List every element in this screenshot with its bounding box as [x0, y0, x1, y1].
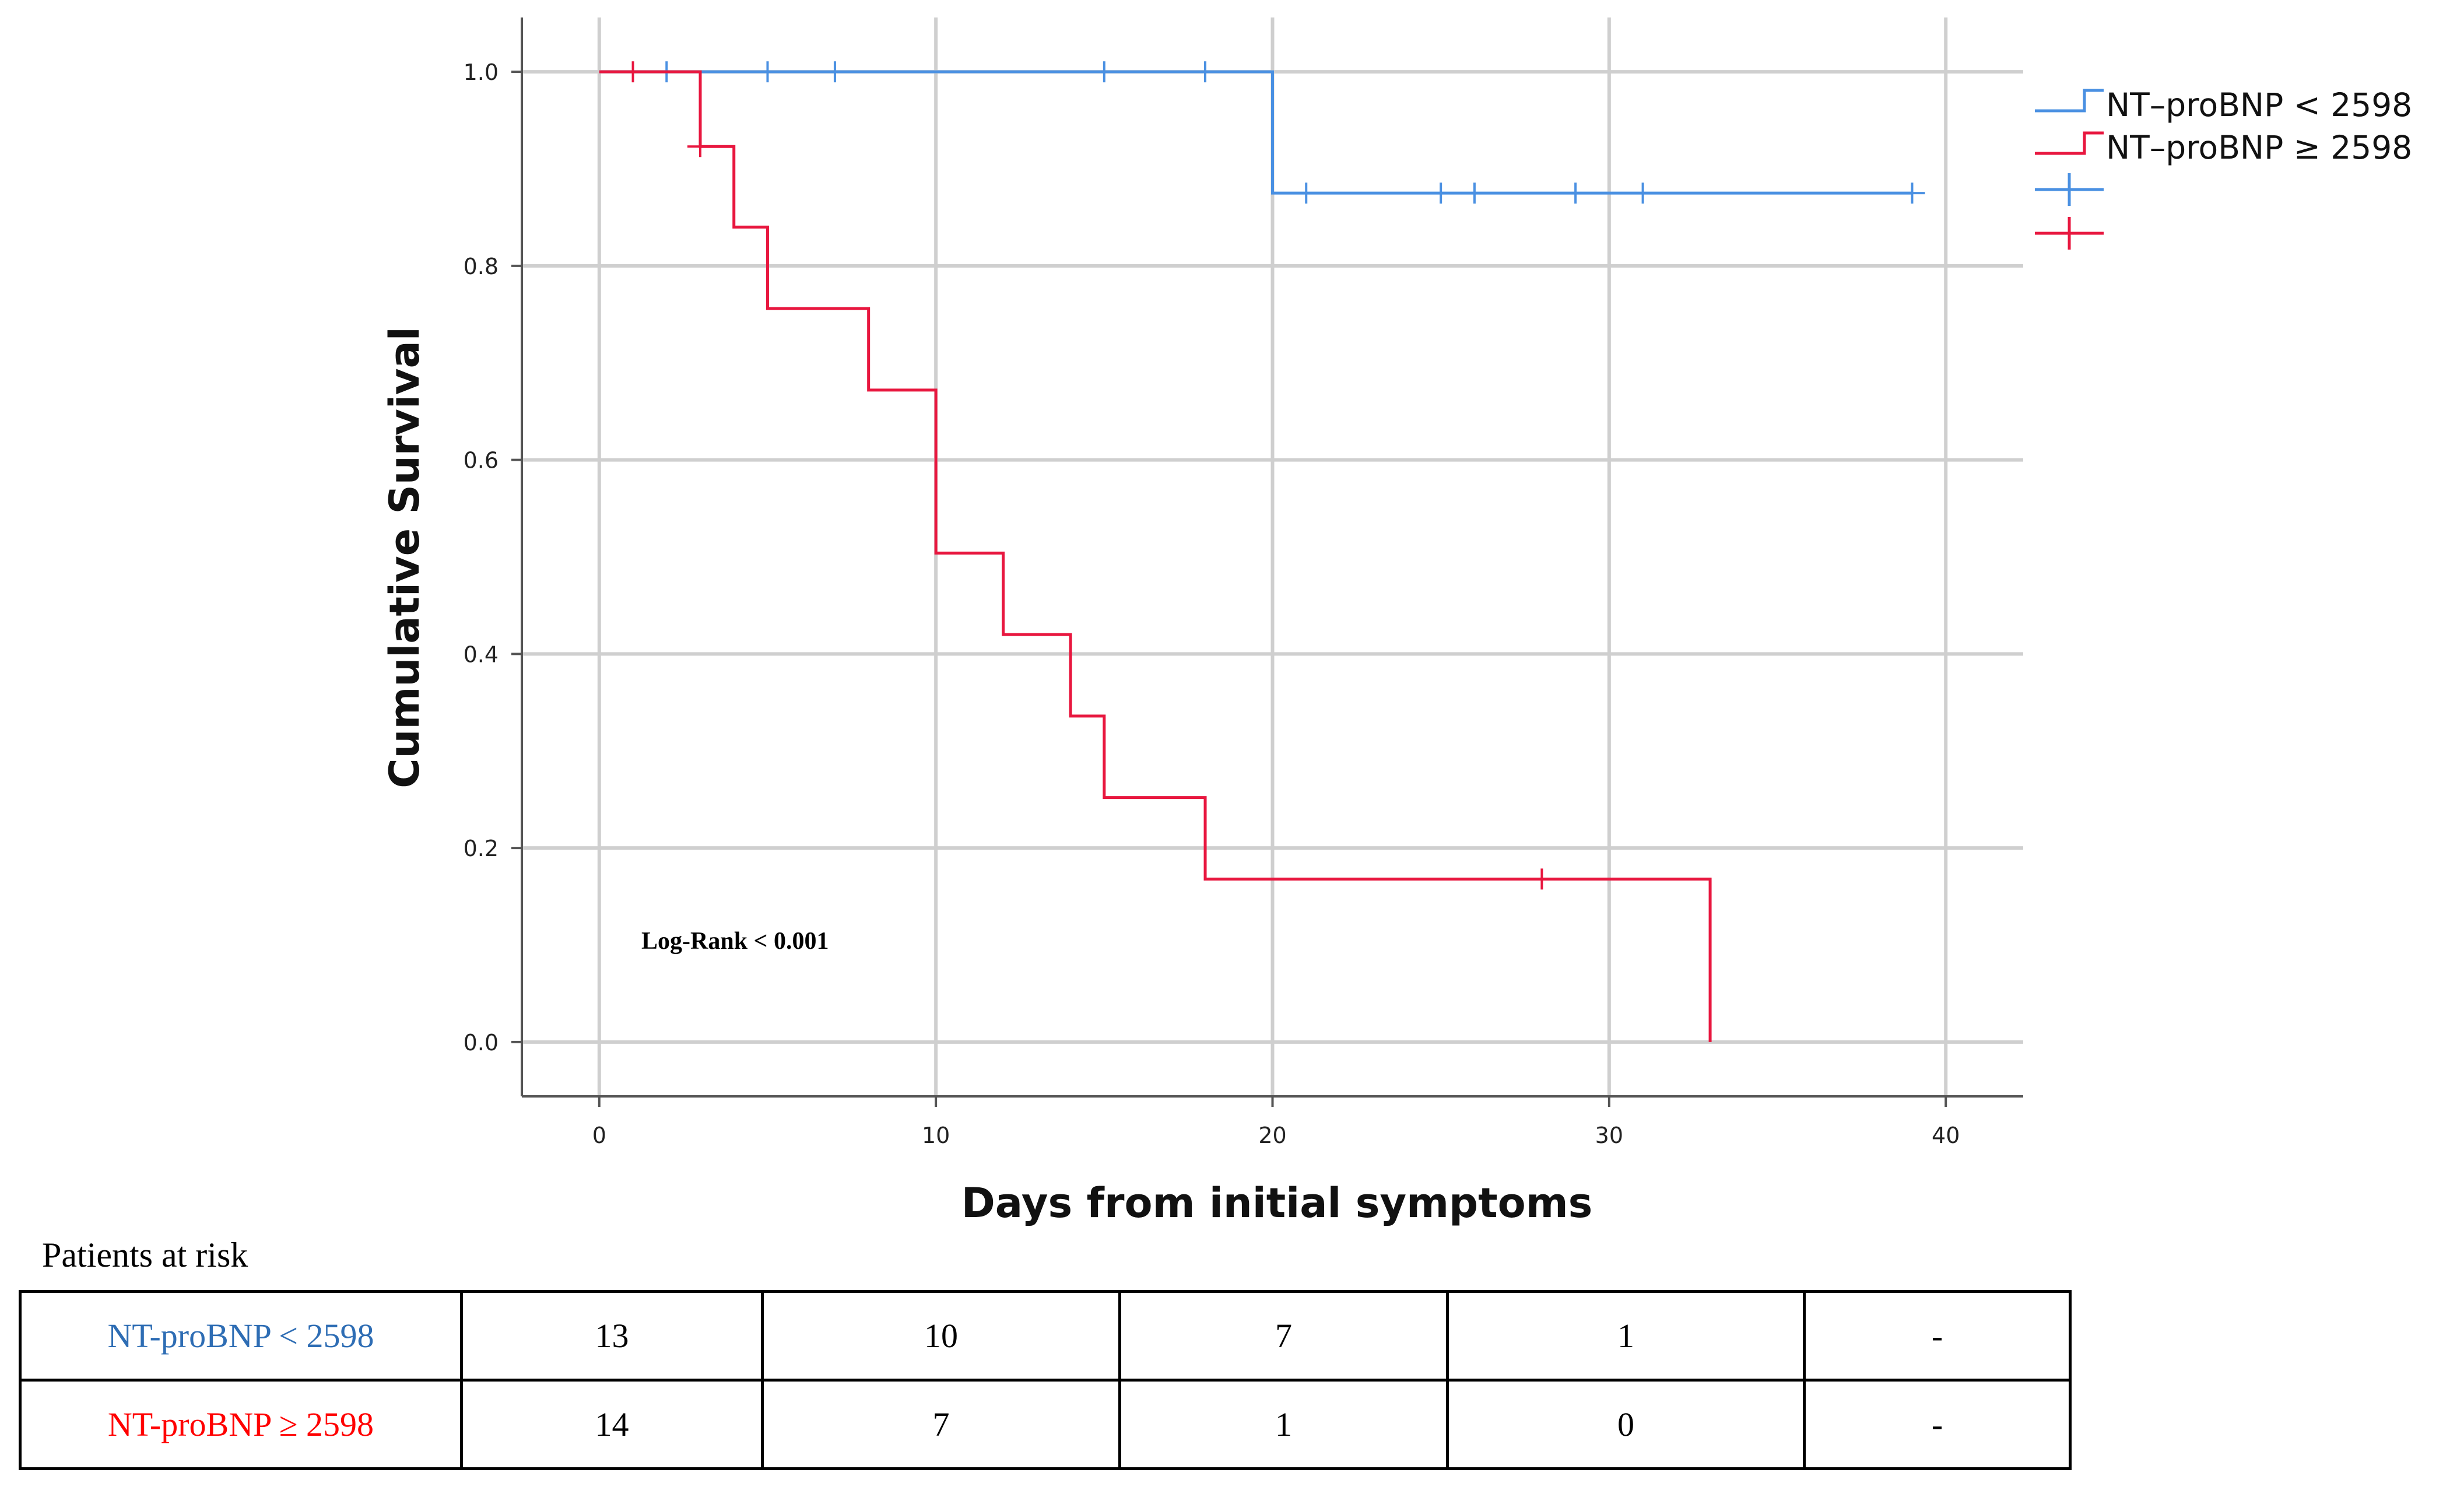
- y-tick-label: 0.8: [464, 254, 499, 279]
- risk-row-low: NT-proBNP < 2598 13 10 7 1 -: [19, 1290, 2072, 1382]
- x-tick-label: 20: [1258, 1123, 1286, 1148]
- x-tick-label: 0: [592, 1123, 606, 1148]
- y-axis-title: Cumulative Survival: [381, 327, 429, 788]
- risk-cell: 1: [1118, 1379, 1449, 1470]
- y-tick-label: 1.0: [464, 59, 499, 85]
- risk-row-label: NT-proBNP < 2598: [19, 1290, 463, 1382]
- risk-row-high: NT-proBNP ≥ 2598 14 7 1 0 -: [19, 1379, 2072, 1470]
- x-tick-label: 10: [922, 1123, 950, 1148]
- log-rank-annotation: Log-Rank < 0.001: [641, 928, 829, 955]
- legend-label-1: NT–proBNP ≥ 2598: [2106, 129, 2412, 166]
- risk-cell: 10: [761, 1290, 1121, 1382]
- x-tick-label: 30: [1595, 1123, 1623, 1148]
- axes: 0 10 20 30 40 0.0 0.2 0.4 0.6 0.8 1.0: [464, 17, 2023, 1148]
- km-curve-high: [599, 70, 1712, 1042]
- legend: NT–proBNP < 2598 NT–proBNP ≥ 2598: [2035, 86, 2412, 250]
- legend-line-0: [2035, 89, 2104, 113]
- risk-row-label: NT-proBNP ≥ 2598: [19, 1379, 463, 1470]
- risk-cell: -: [1803, 1290, 2072, 1382]
- legend-label-0: NT–proBNP < 2598: [2106, 86, 2412, 124]
- y-tick-label: 0.4: [464, 641, 499, 667]
- risk-cell: 0: [1446, 1379, 1806, 1470]
- risk-cell: 14: [460, 1379, 764, 1470]
- y-tick-label: 0.2: [464, 836, 499, 861]
- risk-table-title: Patients at risk: [42, 1236, 248, 1274]
- series-group: [599, 61, 1925, 1042]
- legend-line-1: [2035, 131, 2104, 155]
- x-axis-title: Days from initial symptoms: [961, 1179, 1593, 1227]
- y-tick-label: 0.0: [464, 1030, 499, 1056]
- risk-table: NT-proBNP < 2598 13 10 7 1 - NT-proBNP ≥…: [19, 1290, 2072, 1470]
- risk-cell: 13: [460, 1290, 764, 1382]
- risk-cell: -: [1803, 1379, 2072, 1470]
- risk-cell: 7: [1118, 1290, 1449, 1382]
- y-tick-label: 0.6: [464, 448, 499, 474]
- risk-cell: 7: [761, 1379, 1121, 1470]
- risk-cell: 1: [1446, 1290, 1806, 1382]
- x-tick-label: 40: [1932, 1123, 1960, 1148]
- km-curve-low: [599, 70, 1912, 195]
